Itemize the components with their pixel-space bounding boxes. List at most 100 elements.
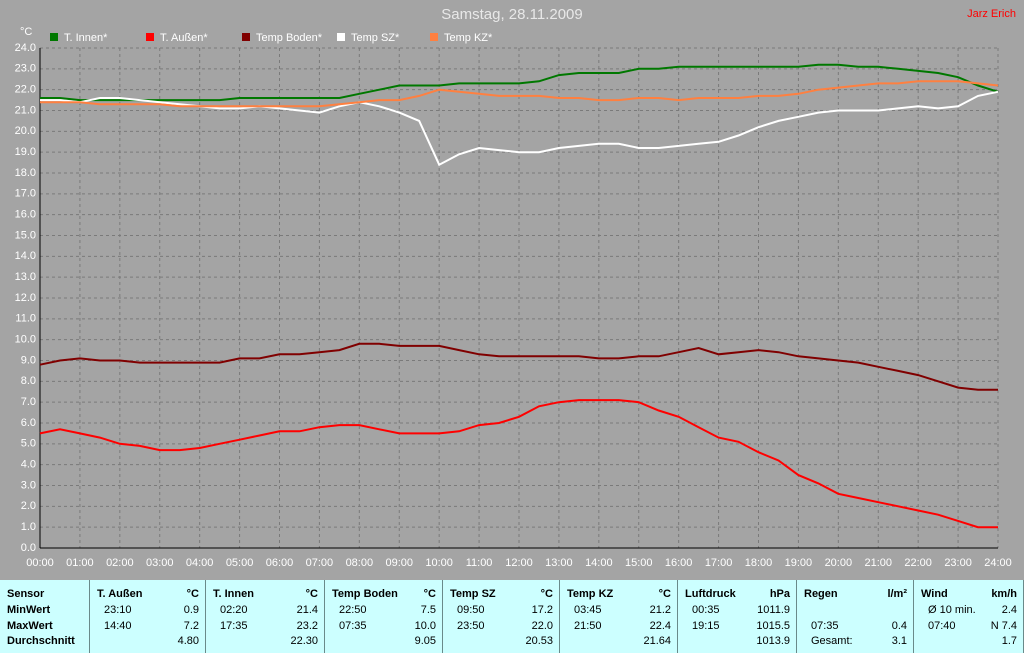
column-header: Sensor bbox=[7, 588, 45, 600]
legend-label: Temp KZ* bbox=[444, 32, 493, 44]
table-cell: 20.53 bbox=[525, 635, 553, 647]
table-cell: 23:10 bbox=[104, 604, 132, 616]
table-cell: 02:20 bbox=[220, 604, 248, 616]
y-tick-label: 13.0 bbox=[15, 271, 36, 283]
x-tick-label: 02:00 bbox=[106, 557, 134, 569]
legend-swatch bbox=[242, 33, 250, 41]
table-cell: Gesamt: bbox=[811, 635, 853, 647]
table-column: T. Innen °C 02:20 21.4 17:35 23.2 22.30 bbox=[206, 580, 325, 653]
table-column: Temp SZ °C 09:50 17.2 23:50 22.0 20.53 bbox=[443, 580, 560, 653]
column-unit: °C bbox=[540, 588, 553, 600]
table-cell: 4.80 bbox=[177, 635, 199, 647]
column-header: Temp SZ bbox=[450, 588, 496, 600]
table-cell: 22.30 bbox=[290, 635, 318, 647]
table-cell: 14:40 bbox=[104, 619, 132, 632]
y-tick-label: 19.0 bbox=[15, 146, 36, 158]
column-header: Wind bbox=[921, 588, 948, 600]
y-tick-label: 16.0 bbox=[15, 209, 36, 221]
chart: Samstag, 28.11.2009 Jarz Erich °C 0.0 1.0… bbox=[15, 6, 1016, 569]
y-tick-label: 10.0 bbox=[15, 334, 36, 346]
x-tick-label: 23:00 bbox=[944, 557, 972, 569]
table-cell: 21:50 bbox=[574, 619, 602, 632]
y-tick-label: 3.0 bbox=[21, 479, 36, 491]
table-column: T. Außen °C 23:10 0.9 14:40 7.2 4.80 bbox=[90, 580, 206, 653]
table-cell: 23:50 bbox=[457, 619, 485, 632]
column-unit: °C bbox=[658, 588, 671, 600]
column-unit: hPa bbox=[769, 588, 790, 600]
table-cell: 07:35 bbox=[339, 619, 367, 632]
legend-swatch bbox=[430, 33, 438, 41]
y-tick-label: 11.0 bbox=[15, 313, 36, 325]
x-tick-label: 15:00 bbox=[625, 557, 653, 569]
x-tick-label: 05:00 bbox=[226, 557, 254, 569]
y-tick-label: 6.0 bbox=[21, 417, 36, 429]
x-tick-label: 24:00 bbox=[984, 557, 1012, 569]
table-column: Regen l/m² 07:35 0.4 Gesamt: 3.1 bbox=[797, 580, 914, 653]
x-tick-label: 16:00 bbox=[665, 557, 693, 569]
y-tick-label: 17.0 bbox=[15, 188, 36, 200]
y-tick-label: 5.0 bbox=[21, 438, 36, 450]
y-axis-label: °C bbox=[20, 26, 32, 38]
table-cell: 1013.9 bbox=[756, 635, 790, 647]
table-cell: 1.7 bbox=[1001, 635, 1017, 647]
table-cell: 9.05 bbox=[414, 635, 436, 647]
table-cell: 03:45 bbox=[574, 604, 602, 616]
series-line bbox=[39, 342, 998, 391]
y-tick-label: 2.0 bbox=[21, 500, 36, 512]
table-cell: 07:40 bbox=[928, 619, 956, 632]
column-unit: °C bbox=[305, 588, 318, 600]
x-tick-label: 22:00 bbox=[904, 557, 932, 569]
x-tick-label: 03:00 bbox=[146, 557, 174, 569]
y-tick-label: 12.0 bbox=[15, 292, 36, 304]
x-tick-label: 17:00 bbox=[705, 557, 733, 569]
x-tick-label: 13:00 bbox=[545, 557, 573, 569]
table-cell: 21.4 bbox=[296, 604, 318, 616]
legend-label: T. Innen* bbox=[64, 32, 108, 44]
legend-label: Temp SZ* bbox=[351, 32, 400, 44]
table-cell: 0.4 bbox=[891, 619, 907, 632]
x-tick-label: 12:00 bbox=[505, 557, 533, 569]
column-unit: km/h bbox=[991, 588, 1017, 600]
table-cell: 0.9 bbox=[183, 604, 199, 616]
table-cell: 17.2 bbox=[531, 604, 553, 616]
x-tick-label: 01:00 bbox=[66, 557, 94, 569]
y-tick-label: 0.0 bbox=[21, 542, 36, 554]
column-header: Luftdruck bbox=[685, 588, 736, 600]
table-cell: 17:35 bbox=[220, 619, 248, 632]
y-tick-label: 8.0 bbox=[21, 375, 36, 387]
legend-label: Temp Boden* bbox=[256, 32, 323, 44]
y-tick-label: 18.0 bbox=[15, 167, 36, 179]
y-tick-label: 14.0 bbox=[15, 250, 36, 262]
column-header: Temp KZ bbox=[567, 588, 614, 600]
y-tick-label: 21.0 bbox=[15, 104, 36, 116]
table-cell: 00:35 bbox=[692, 604, 720, 616]
row-label: MaxWert bbox=[7, 619, 53, 632]
table-cell: N 7.4 bbox=[990, 619, 1017, 632]
x-tick-label: 00:00 bbox=[26, 557, 54, 569]
table-cell: 7.5 bbox=[420, 604, 436, 616]
x-tick-label: 20:00 bbox=[825, 557, 853, 569]
table-cell: 22:50 bbox=[339, 604, 367, 616]
x-tick-label: 06:00 bbox=[266, 557, 294, 569]
column-unit: °C bbox=[186, 588, 199, 600]
x-tick-label: 21:00 bbox=[864, 557, 892, 569]
table-cell: 7.2 bbox=[183, 619, 199, 632]
table-column: Sensor MinWert MaxWert Durchschnitt bbox=[0, 580, 90, 653]
y-tick-label: 9.0 bbox=[21, 354, 36, 366]
table-cell: 3.1 bbox=[891, 635, 907, 647]
column-header: T. Innen bbox=[213, 588, 254, 600]
table-cell: 23.2 bbox=[296, 619, 318, 632]
stats-table: Sensor MinWert MaxWert Durchschnitt T. Außen… bbox=[0, 580, 1024, 653]
table-cell: 2.4 bbox=[1001, 604, 1017, 616]
y-tick-label: 22.0 bbox=[15, 84, 36, 96]
x-tick-label: 08:00 bbox=[346, 557, 374, 569]
table-cell: 07:35 bbox=[811, 619, 839, 632]
chart-title: Samstag, 28.11.2009 bbox=[441, 6, 583, 23]
table-cell: 21.2 bbox=[649, 604, 671, 616]
column-header: Temp Boden bbox=[332, 588, 398, 600]
y-tick-label: 24.0 bbox=[15, 42, 36, 54]
column-unit: °C bbox=[423, 588, 436, 600]
column-header: Regen bbox=[804, 588, 838, 600]
column-header: T. Außen bbox=[97, 588, 143, 600]
